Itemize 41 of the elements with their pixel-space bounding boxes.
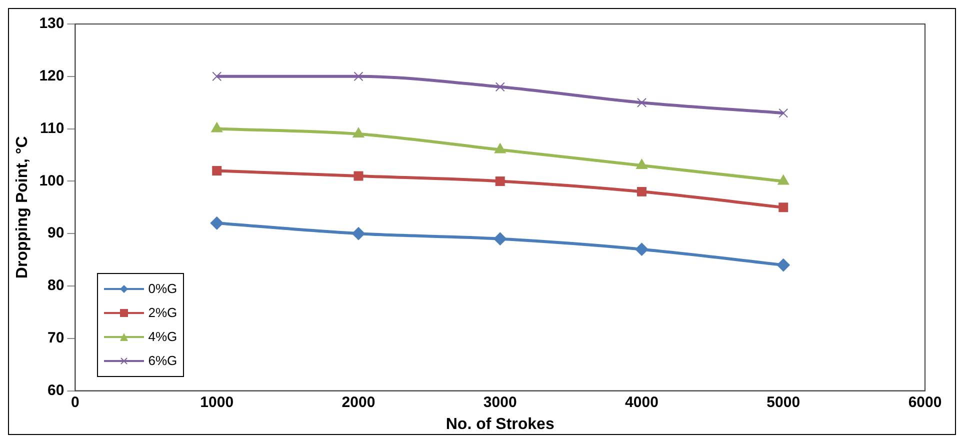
x-tick-label: 4000 <box>625 394 658 411</box>
point <box>778 202 788 212</box>
y-tick-label: 120 <box>39 68 64 85</box>
point <box>352 227 365 240</box>
point <box>637 98 646 108</box>
y-tick-label: 60 <box>48 382 64 399</box>
point <box>211 122 223 132</box>
x-tick-label: 2000 <box>342 394 376 411</box>
legend-label: 4%G <box>148 329 178 344</box>
point <box>354 171 364 181</box>
point <box>210 216 224 230</box>
legend-label: 0%G <box>148 281 178 296</box>
y-tick-label: 130 <box>39 15 64 32</box>
x-tick-label: 1000 <box>200 394 234 411</box>
x-tick-label: 0 <box>71 394 80 411</box>
legend-label: 2%G <box>148 305 178 320</box>
x-tick-label: 6000 <box>908 394 942 411</box>
x-tick-label: 5000 <box>766 394 800 411</box>
point <box>212 166 222 176</box>
point <box>778 174 790 185</box>
point <box>637 186 646 196</box>
y-tick-label: 100 <box>39 172 64 190</box>
y-tick-label: 90 <box>48 224 64 242</box>
point <box>494 143 506 154</box>
y-axis-title: Dropping Point, °C <box>14 136 32 279</box>
point <box>212 72 222 82</box>
x-axis-title: No. of Strokes <box>446 416 554 433</box>
y-tick-label: 70 <box>48 330 64 347</box>
point <box>354 72 364 82</box>
point <box>495 82 505 92</box>
legend-label: 6%G <box>148 353 178 368</box>
point <box>635 242 648 256</box>
x-tick-label: 3000 <box>483 394 517 411</box>
point <box>495 176 505 186</box>
point <box>778 108 788 118</box>
point <box>636 158 648 169</box>
y-tick-label: 80 <box>48 277 64 294</box>
point <box>776 258 790 272</box>
point <box>352 128 364 138</box>
y-tick-label: 110 <box>40 120 64 137</box>
point <box>494 232 507 246</box>
